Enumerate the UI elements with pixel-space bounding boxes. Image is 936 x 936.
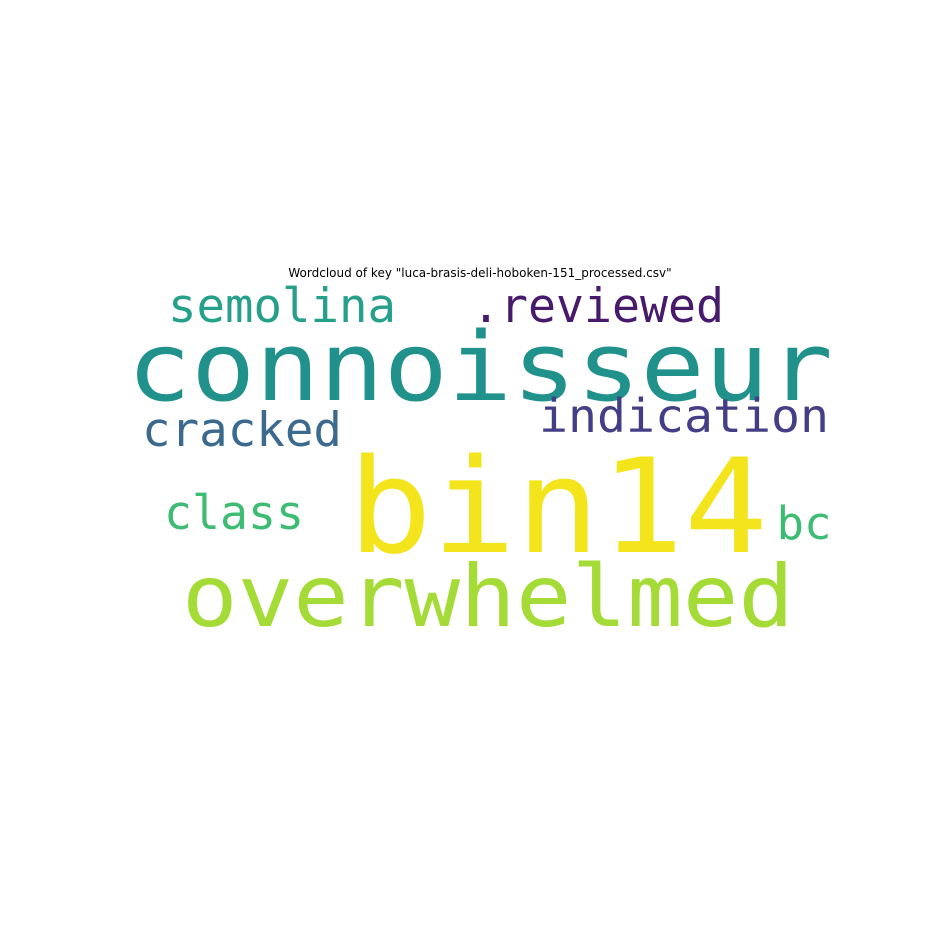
word-bin14: bin14 — [348, 430, 768, 583]
word-reviewed: .reviewed — [472, 279, 724, 334]
word-indication: indication — [539, 389, 829, 443]
word-semolina: semolina — [168, 279, 396, 334]
word-class: class — [164, 486, 304, 541]
word-cracked: cracked — [142, 403, 342, 458]
word-connoisseur: connoisseur — [127, 313, 833, 423]
word-overwhelmed: overwhelmed — [182, 547, 794, 647]
word-bc: bc — [777, 497, 832, 550]
chart-title: Wordcloud of key "luca-brasis-deli-hobok… — [288, 266, 672, 280]
